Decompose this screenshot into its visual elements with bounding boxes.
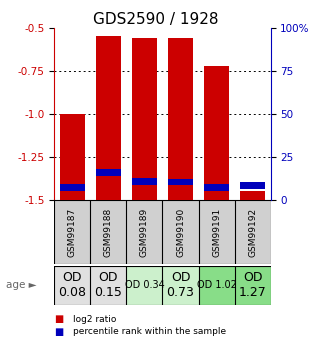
- Text: GSM99188: GSM99188: [104, 207, 113, 257]
- Bar: [96, 169, 121, 176]
- Bar: [168, 179, 193, 186]
- Text: GSM99192: GSM99192: [248, 207, 257, 257]
- Bar: [234, 200, 271, 264]
- Text: ■: ■: [54, 314, 64, 324]
- Text: GDS2590 / 1928: GDS2590 / 1928: [93, 12, 218, 27]
- Text: age ►: age ►: [6, 280, 37, 290]
- Text: OD 0.34: OD 0.34: [125, 280, 164, 290]
- Bar: [54, 200, 91, 264]
- Bar: [240, 182, 265, 189]
- Bar: [60, 114, 85, 200]
- Text: ■: ■: [54, 327, 64, 337]
- Bar: [162, 266, 198, 305]
- Text: log2 ratio: log2 ratio: [73, 315, 116, 324]
- Bar: [198, 266, 234, 305]
- Bar: [204, 66, 229, 200]
- Bar: [127, 266, 162, 305]
- Bar: [127, 200, 162, 264]
- Text: GSM99189: GSM99189: [140, 207, 149, 257]
- Bar: [54, 266, 91, 305]
- Bar: [168, 38, 193, 200]
- Text: OD
0.15: OD 0.15: [95, 272, 123, 299]
- Text: GSM99187: GSM99187: [68, 207, 77, 257]
- Bar: [204, 184, 229, 190]
- Bar: [162, 200, 198, 264]
- Bar: [132, 38, 157, 200]
- Text: GSM99190: GSM99190: [176, 207, 185, 257]
- Bar: [91, 266, 127, 305]
- Text: OD
0.08: OD 0.08: [58, 272, 86, 299]
- Bar: [240, 191, 265, 200]
- Bar: [91, 200, 127, 264]
- Bar: [96, 36, 121, 200]
- Text: percentile rank within the sample: percentile rank within the sample: [73, 327, 226, 336]
- Text: OD
1.27: OD 1.27: [239, 272, 267, 299]
- Bar: [132, 178, 157, 185]
- Text: OD
0.73: OD 0.73: [167, 272, 194, 299]
- Text: GSM99191: GSM99191: [212, 207, 221, 257]
- Bar: [198, 200, 234, 264]
- Bar: [234, 266, 271, 305]
- Text: OD 1.02: OD 1.02: [197, 280, 236, 290]
- Bar: [60, 184, 85, 190]
